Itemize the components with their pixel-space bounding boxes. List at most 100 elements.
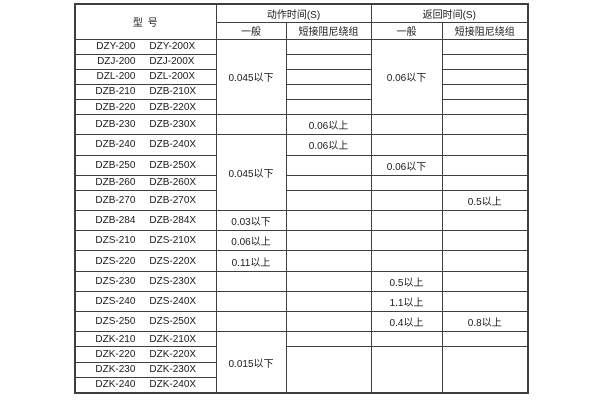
table-row: DZL-200 DZL-200X [74, 68, 529, 85]
action-general-cell: 0.015以下 [215, 331, 287, 394]
return-damping-cell [441, 290, 529, 313]
action-damping-cell [285, 99, 372, 116]
model-name-x: DZB-210X [149, 86, 197, 98]
table-row: DZK-210 DZK-210X 0.015以下 [74, 331, 529, 394]
model-cell: DZY-200 DZY-200X [74, 38, 217, 55]
return-general-cell: 1.1以上 [370, 290, 443, 313]
header-group-row: 型 号 动作时间(S) 返回时间(S) [74, 3, 529, 40]
model-column-header: 型 号 [74, 3, 217, 40]
model-cell: DZB-230 DZB-230X [74, 114, 217, 136]
model-name-x: DZB-250X [149, 159, 197, 171]
model-name: DZK-230 [95, 364, 136, 376]
model-name: DZK-240 [95, 379, 136, 391]
model-name: DZB-260 [95, 177, 136, 189]
model-name: DZK-220 [95, 348, 136, 360]
model-name: DZL-200 [96, 71, 136, 83]
model-pair: DZK-240 DZK-240X [76, 379, 215, 391]
table-row: DZJ-200 DZJ-200X [74, 53, 529, 70]
model-cell: DZB-270 DZB-270X [74, 189, 217, 212]
action-damping-cell [285, 189, 372, 212]
model-name-x: DZS-250X [149, 316, 197, 328]
return-general-cell [370, 174, 443, 191]
table-row: DZB-250 DZB-250X 0.06以下 [74, 154, 529, 176]
model-name-x: DZB-240X [149, 139, 197, 151]
action-damping-cell [285, 311, 372, 333]
return-general-cell: 0.06以下 [370, 38, 443, 116]
model-name: DZK-210 [95, 333, 136, 345]
table-row: DZB-260 DZB-260X [74, 174, 529, 191]
action-damping-cell [285, 346, 372, 394]
return-general-cell: 0.4以上 [370, 311, 443, 333]
action-general-cell [215, 290, 287, 313]
model-name: DZB-230 [95, 119, 136, 131]
model-name-x: DZB-220X [149, 101, 197, 113]
model-pair: DZB-270 DZB-270X [76, 195, 215, 206]
model-name-x: DZB-284X [149, 215, 197, 227]
model-pair: DZJ-200 DZJ-200X [76, 56, 215, 67]
action-general-cell: 0.06以上 [215, 230, 287, 252]
action-damping-cell [285, 83, 372, 101]
table-row: DZS-210 DZS-210X 0.06以上 [74, 230, 529, 252]
model-cell: DZS-250 DZS-250X [74, 311, 217, 333]
model-pair: DZB-220 DZB-220X [76, 101, 215, 113]
action-damping-cell [285, 230, 372, 252]
action-damping-cell: 0.06以上 [285, 114, 372, 136]
relay-timing-table: 型 号 动作时间(S) 返回时间(S) 一般 短接阻尼绕组 一般 短接阻尼绕组 … [74, 3, 529, 394]
model-name-x: DZK-240X [149, 379, 197, 391]
model-cell: DZB-240 DZB-240X [74, 134, 217, 156]
return-general-header: 一般 [370, 21, 443, 40]
model-name: DZS-240 [95, 295, 136, 307]
return-damping-cell [441, 154, 529, 176]
return-damping-cell [441, 134, 529, 156]
model-name-x: DZS-220X [149, 255, 197, 267]
return-general-cell [370, 134, 443, 156]
model-pair: DZB-250 DZB-250X [76, 159, 215, 171]
return-general-cell [370, 331, 443, 348]
action-general-cell: 0.045以下 [215, 134, 287, 212]
model-pair: DZS-220 DZS-220X [76, 255, 215, 267]
return-damping-cell: 0.5以上 [441, 189, 529, 212]
model-pair: DZY-200 DZY-200X [76, 41, 215, 52]
return-damping-header: 短接阻尼绕组 [441, 21, 529, 40]
header-sub-row: 一般 短接阻尼绕组 一般 短接阻尼绕组 [75, 21, 529, 40]
action-damping-cell: 0.06以上 [285, 134, 372, 156]
return-damping-cell [441, 53, 529, 70]
model-name-x: DZS-210X [149, 235, 197, 247]
model-name: DZB-220 [95, 101, 136, 113]
model-pair: DZS-230 DZS-230X [76, 275, 215, 287]
model-cell: DZB-250 DZB-250X [74, 154, 217, 176]
model-name: DZS-230 [95, 275, 136, 287]
table-row: DZK-230 DZK-230X [74, 361, 528, 378]
model-pair: DZB-230 DZB-230X [76, 119, 215, 131]
return-damping-cell [441, 210, 529, 232]
model-pair: DZS-240 DZS-240X [76, 295, 215, 307]
model-name-x: DZL-200X [149, 71, 195, 83]
return-damping-cell [441, 83, 529, 101]
model-name: DZS-220 [95, 255, 136, 267]
table-row: DZS-230 DZS-230X 0.5以上 [74, 270, 529, 292]
model-cell: DZS-230 DZS-230X [74, 270, 217, 292]
return-damping-cell [441, 99, 529, 116]
model-pair: DZB-240 DZB-240X [76, 139, 215, 151]
return-damping-cell [441, 250, 529, 272]
model-pair: DZL-200 DZL-200X [76, 71, 215, 83]
model-cell: DZB-210 DZB-210X [74, 83, 217, 101]
table-header: 型 号 动作时间(S) 返回时间(S) 一般 短接阻尼绕组 一般 短接阻尼绕组 [74, 3, 529, 40]
return-general-cell: 0.06以下 [370, 154, 443, 176]
table-row: DZY-200 DZY-200X 0.045以下 0.06以下 [74, 38, 529, 116]
table-row: DZS-220 DZS-220X 0.11以上 [74, 250, 529, 272]
model-name-x: DZS-240X [149, 295, 197, 307]
return-damping-cell [441, 174, 529, 191]
model-pair: DZK-220 DZK-220X [76, 348, 215, 360]
model-pair: DZS-210 DZS-210X [76, 235, 215, 247]
model-cell: DZL-200 DZL-200X [74, 68, 217, 85]
action-general-cell: 0.11以上 [215, 250, 287, 272]
model-pair: DZK-210 DZK-210X [76, 333, 215, 345]
model-cell: DZS-210 DZS-210X [74, 230, 217, 252]
table-row: DZB-220 DZB-220X [74, 99, 529, 116]
action-damping-cell [285, 174, 372, 191]
action-damping-cell [285, 53, 372, 70]
model-cell: DZB-284 DZB-284X [74, 210, 217, 232]
action-damping-cell [285, 154, 372, 176]
model-pair: DZB-210 DZB-210X [76, 86, 215, 98]
